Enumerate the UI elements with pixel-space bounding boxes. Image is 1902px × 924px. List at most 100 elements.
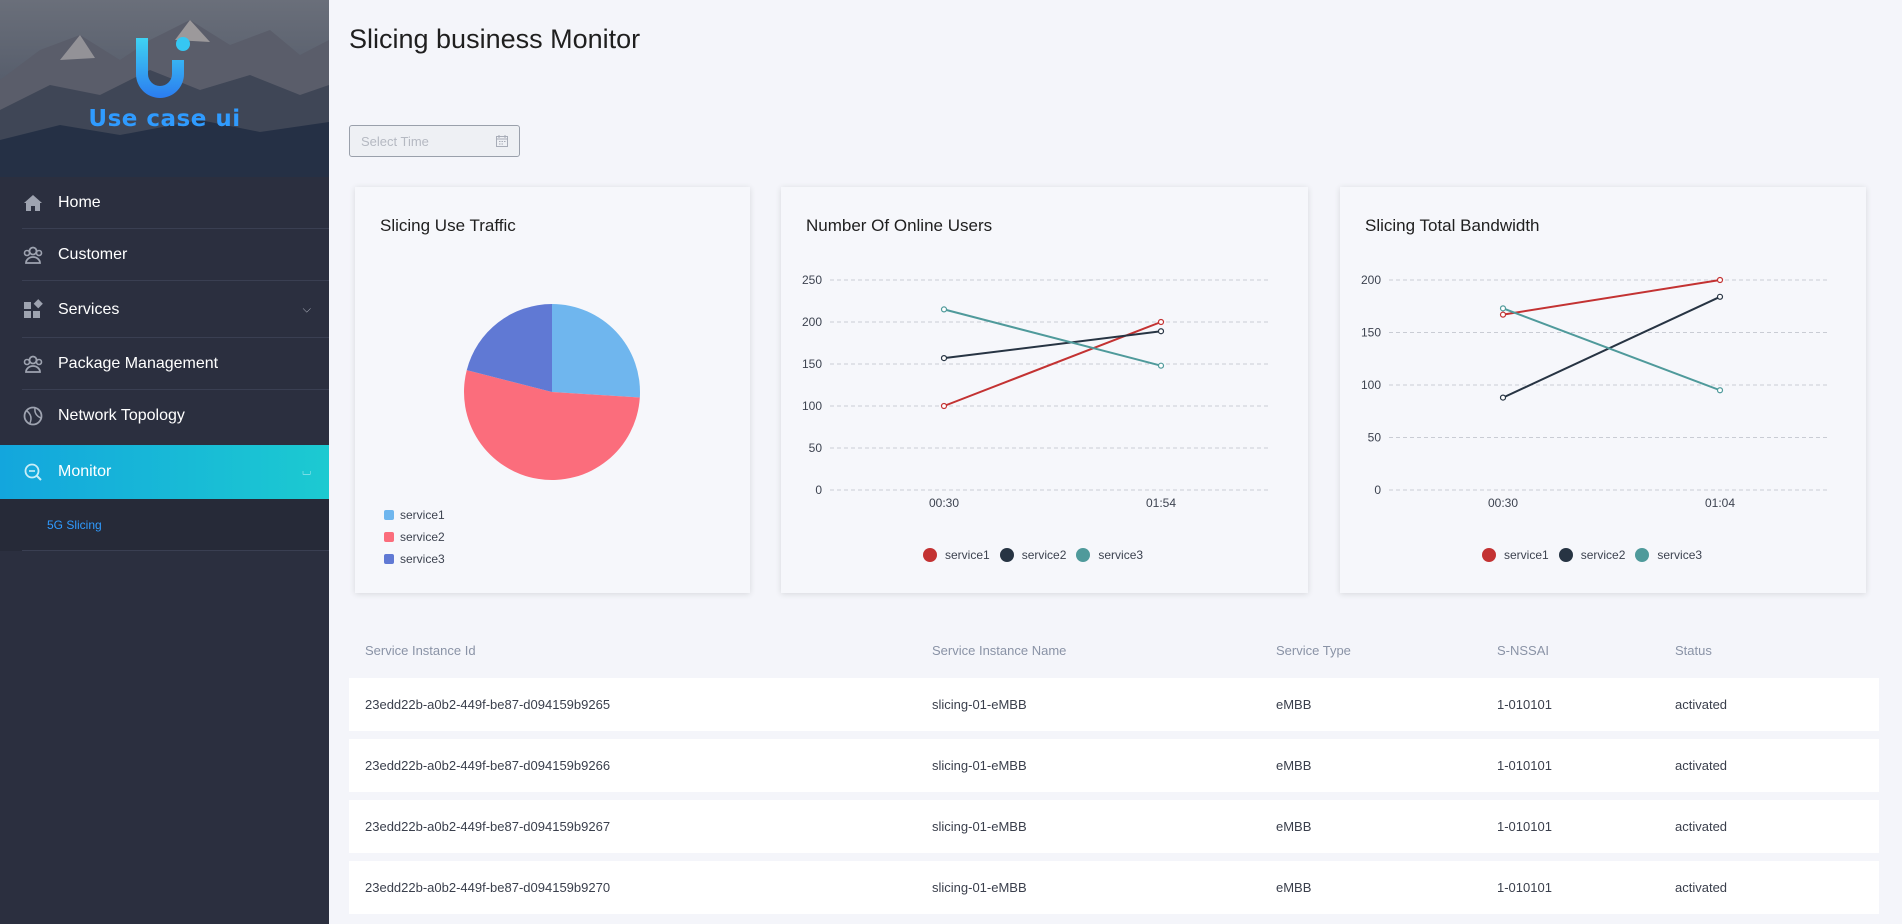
data-point-service2[interactable]: [1499, 394, 1507, 401]
instance-id-cell: 23edd22b-a0b2-449f-be87-d094159b9265: [365, 697, 611, 712]
y-tick-label: 200: [1361, 273, 1381, 287]
pie-slice-service2[interactable]: [464, 370, 640, 480]
legend-swatch: [384, 510, 394, 520]
status-cell: activated: [1675, 819, 1728, 834]
service-type-cell: eMBB: [1276, 819, 1312, 834]
instance-name-cell: slicing-01-eMBB: [932, 697, 1027, 712]
legend-label: service3: [1657, 548, 1703, 562]
legend-item[interactable]: service2: [999, 548, 1066, 562]
table-row[interactable]: 23edd22b-a0b2-449f-be87-d094159b9267 sli…: [349, 800, 1879, 853]
sidebar-item-services[interactable]: Services ⌵: [0, 281, 329, 338]
card-title: Slicing Total Bandwidth: [1365, 216, 1540, 235]
service-instance-table: Service Instance Id Service Instance Nam…: [349, 630, 1879, 914]
divider: [22, 228, 329, 229]
time-select-placeholder: Select Time: [361, 133, 429, 149]
service-type-cell: eMBB: [1276, 697, 1312, 712]
series-line-service1[interactable]: [1502, 279, 1721, 316]
package-icon: [23, 355, 43, 373]
legend-dot: [923, 548, 937, 562]
card-title: Slicing Use Traffic: [380, 216, 516, 235]
legend-label: service3: [1098, 548, 1144, 562]
sidebar-item-label: Monitor: [58, 463, 112, 480]
pie-slice-service3[interactable]: [466, 304, 552, 392]
legend-label: service3: [400, 552, 445, 566]
legend-dot: [999, 548, 1014, 562]
series-line-service3[interactable]: [1502, 307, 1721, 392]
legend-label: service1: [945, 548, 990, 562]
traffic-card: Slicing Use Traffic service1 service2 se…: [355, 187, 750, 593]
y-tick-label: 250: [802, 273, 822, 287]
y-tick-label: 200: [802, 315, 822, 329]
legend-item[interactable]: service3: [1635, 548, 1702, 562]
legend-item[interactable]: service1: [384, 504, 445, 526]
sidebar-item-label: Services: [58, 300, 120, 318]
instance-id-cell: 23edd22b-a0b2-449f-be87-d094159b9270: [365, 880, 611, 895]
legend-swatch: [384, 532, 394, 542]
monitor-icon: [24, 463, 42, 481]
home-icon: [24, 195, 42, 211]
data-point-service1[interactable]: [1716, 276, 1724, 284]
time-select-input[interactable]: Select Time: [349, 125, 520, 157]
brand-name: Use case ui: [88, 106, 241, 132]
sidebar-subitem-label: 5G Slicing: [47, 518, 102, 532]
pie-chart: [464, 304, 640, 480]
divider: [22, 280, 329, 281]
divider: [22, 550, 329, 551]
chevron-up-icon: ⌴: [302, 465, 311, 478]
series-line-service3[interactable]: [943, 308, 1162, 367]
legend-item[interactable]: service3: [1076, 548, 1143, 562]
table-row[interactable]: 23edd22b-a0b2-449f-be87-d094159b9266 sli…: [349, 739, 1879, 792]
data-point-service3[interactable]: [1157, 362, 1165, 369]
data-point-service2[interactable]: [1716, 293, 1724, 300]
legend-item[interactable]: service1: [923, 548, 990, 562]
legend-dot: [1482, 548, 1496, 562]
data-point-service1[interactable]: [1157, 318, 1165, 326]
legend-item[interactable]: service2: [1558, 548, 1625, 562]
data-point-service3[interactable]: [1499, 305, 1507, 312]
service-type-cell: eMBB: [1276, 758, 1312, 773]
instance-name-cell: slicing-01-eMBB: [932, 758, 1027, 773]
series-line-service2[interactable]: [1502, 295, 1721, 399]
sidebar-nav: Home Customer Services ⌵: [0, 177, 329, 551]
snssai-cell: 1-010101: [1497, 819, 1552, 834]
table-row[interactable]: 23edd22b-a0b2-449f-be87-d094159b9270 sli…: [349, 861, 1879, 914]
legend-item[interactable]: service3: [384, 548, 445, 570]
status-cell: activated: [1675, 697, 1728, 712]
pie-slice-service1[interactable]: [552, 304, 640, 398]
legend-label: service2: [400, 530, 445, 544]
y-tick-label: 50: [809, 441, 823, 455]
calendar-icon: [496, 135, 508, 147]
table-row[interactable]: 23edd22b-a0b2-449f-be87-d094159b9265 sli…: [349, 678, 1879, 731]
sidebar-item-network-topology[interactable]: Network Topology: [0, 390, 329, 442]
sidebar-item-monitor[interactable]: Monitor ⌴: [0, 445, 329, 499]
main-content: Slicing business Monitor Select Time Sli…: [329, 0, 1902, 924]
data-point-service1[interactable]: [1499, 311, 1507, 318]
sidebar-item-label: Home: [58, 194, 101, 211]
sidebar: Use case ui Home Customer: [0, 0, 329, 924]
data-point-service3[interactable]: [1716, 387, 1724, 394]
snssai-cell: 1-010101: [1497, 880, 1552, 895]
y-tick-label: 0: [1374, 483, 1381, 497]
sidebar-subitem-5g-slicing[interactable]: 5G Slicing: [0, 499, 329, 551]
y-tick-label: 150: [1361, 326, 1381, 340]
data-point-service3[interactable]: [940, 306, 948, 313]
page-title: Slicing business Monitor: [349, 24, 641, 54]
x-tick-label: 01:04: [1705, 496, 1735, 510]
data-point-service1[interactable]: [940, 402, 948, 410]
topology-icon: [23, 406, 43, 426]
sidebar-item-home[interactable]: Home: [0, 177, 329, 229]
sidebar-item-customer[interactable]: Customer: [0, 229, 329, 281]
chevron-down-icon: ⌵: [302, 303, 311, 315]
data-point-service2[interactable]: [940, 355, 948, 362]
legend-item[interactable]: service2: [384, 526, 445, 548]
pie-legend: service1 service2 service3: [384, 504, 445, 570]
data-point-service2[interactable]: [1157, 328, 1165, 335]
divider: [22, 389, 329, 390]
sidebar-item-package-management[interactable]: Package Management: [0, 338, 329, 390]
series-line-service2[interactable]: [943, 330, 1162, 360]
x-tick-label: 01:54: [1146, 496, 1176, 510]
y-tick-label: 0: [815, 483, 822, 497]
online-users-card: Number Of Online Users 0 50 100 150 200 250 00…: [781, 187, 1308, 593]
legend-dot: [1635, 548, 1650, 562]
legend-item[interactable]: service1: [1482, 548, 1549, 562]
